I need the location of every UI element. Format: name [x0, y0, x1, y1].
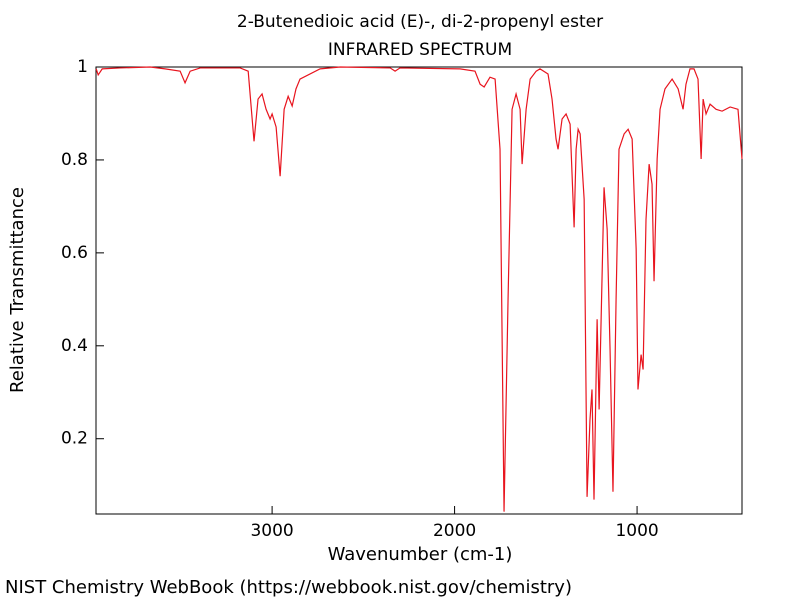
footer: NIST Chemistry WebBook (https://webbook.…	[5, 577, 572, 598]
y-axis-label: Relative Transmittance	[7, 187, 28, 393]
chart-subtitle: INFRARED SPECTRUM	[328, 40, 512, 60]
y-tick-label: 0.2	[61, 429, 88, 449]
y-tick-label: 1	[77, 57, 88, 77]
x-tick-label: 1000	[615, 521, 658, 541]
spectrum-line	[95, 66, 743, 512]
y-tick-label: 0.8	[61, 150, 88, 170]
x-tick-label: 2000	[433, 521, 476, 541]
x-axis-label: Wavenumber (cm-1)	[328, 544, 513, 565]
x-tick-label: 3000	[250, 521, 293, 541]
plot-frame	[95, 66, 743, 515]
y-tick-label: 0.6	[61, 243, 88, 263]
y-tick-label: 0.4	[61, 336, 88, 356]
chart-title: 2-Butenedioic acid (E)-, di-2-propenyl e…	[237, 12, 603, 32]
